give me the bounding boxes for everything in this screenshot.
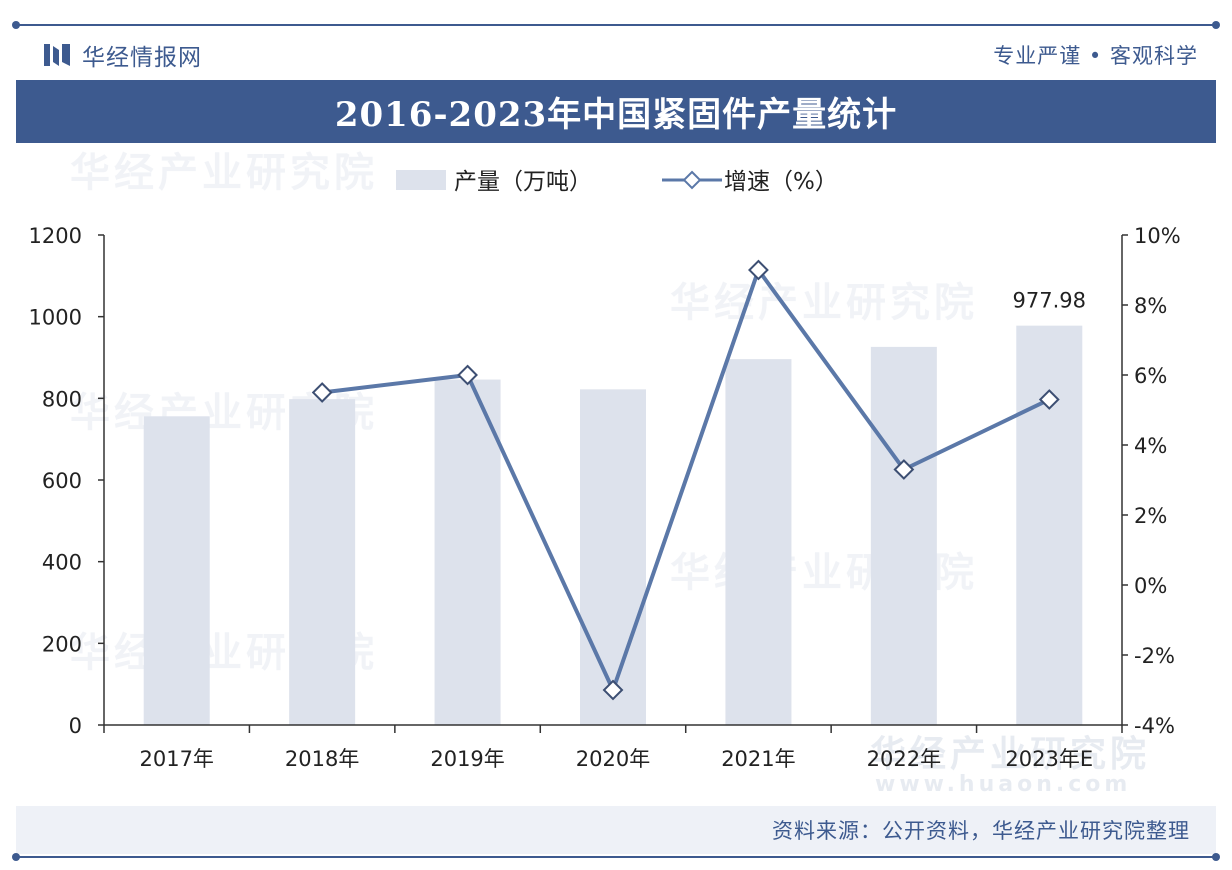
y-right-tick-label: 8% — [1134, 294, 1167, 318]
y-right-tick-label: 0% — [1134, 574, 1167, 598]
legend-marker-diamond-icon — [682, 170, 702, 190]
x-tick-label: 2023年E — [1005, 747, 1093, 771]
y-left-tick-label: 600 — [42, 469, 82, 493]
y-left-tick-label: 400 — [42, 551, 82, 575]
x-tick-label: 2018年 — [285, 747, 359, 771]
brand-name: 华经情报网 — [82, 45, 202, 71]
y-left-tick-label: 1000 — [29, 306, 82, 330]
legend-label-growth: 增速（%） — [724, 169, 838, 195]
brand-logo-icon — [44, 44, 70, 66]
chart-title: 2016-2023年中国紧固件产量统计 — [334, 95, 898, 135]
bar — [1016, 325, 1083, 725]
x-tick-label: 2021年 — [721, 747, 795, 771]
axes: 0 200 400 600 800 1000 1200 -4% -2% 0% 2% 4% 6% 8% 10%… — [29, 224, 1181, 771]
x-tick-label: 2020年 — [576, 747, 650, 771]
legend-label-production: 产量（万吨） — [454, 169, 592, 195]
legend-swatch-bar — [396, 170, 446, 190]
growth-point-marker — [457, 364, 478, 386]
y-right-tick-label: 10% — [1134, 224, 1181, 248]
y-left-tick-label: 0 — [69, 714, 82, 738]
x-tick-label: 2017年 — [139, 747, 213, 771]
growth-point-marker — [893, 459, 915, 480]
y-right-tick-label: 4% — [1134, 434, 1167, 458]
growth-point-marker — [602, 679, 624, 701]
y-left-tick-label: 800 — [42, 387, 82, 411]
slogan: 专业严谨 • 客观科学 — [993, 44, 1198, 68]
x-tick-label: 2022年 — [867, 747, 941, 771]
source-bar: 资料来源：公开资料，华经产业研究院整理 — [16, 806, 1216, 854]
chart: 产量（万吨） 增速（%） 020040060080010001200-4%-2%0… — [29, 169, 1181, 771]
data-labels: 977.98 — [1013, 289, 1086, 313]
title-bar: 2016-2023年中国紧固件产量统计 — [16, 80, 1216, 143]
x-tick-label: 2019年 — [430, 747, 504, 771]
growth-point-marker — [748, 259, 769, 281]
y-right-tick-label: 2% — [1134, 504, 1167, 528]
brand: 华经情报网 — [44, 38, 202, 72]
bar — [434, 379, 501, 725]
bar — [289, 399, 356, 725]
top-rule — [12, 21, 1220, 29]
y-right-tick-label: -4% — [1134, 714, 1175, 738]
growth-line — [321, 268, 1051, 692]
bottom-rule — [12, 853, 1220, 861]
bar-data-label: 977.98 — [1013, 289, 1086, 313]
y-left-tick-label: 200 — [42, 632, 82, 656]
y-right-tick-label: 6% — [1134, 364, 1167, 388]
bar-series — [143, 325, 1083, 725]
bar — [580, 389, 646, 725]
legend: 产量（万吨） 增速（%） — [396, 169, 838, 195]
line-series — [311, 259, 1060, 701]
growth-point-marker — [1038, 389, 1060, 410]
y-right-tick-label: -2% — [1134, 644, 1175, 668]
growth-point-marker — [311, 382, 333, 403]
source-text: 资料来源：公开资料，华经产业研究院整理 — [772, 819, 1190, 843]
bar — [143, 416, 210, 725]
bar — [725, 359, 792, 725]
bar — [870, 346, 937, 725]
y-left-tick-label: 1200 — [29, 224, 82, 248]
